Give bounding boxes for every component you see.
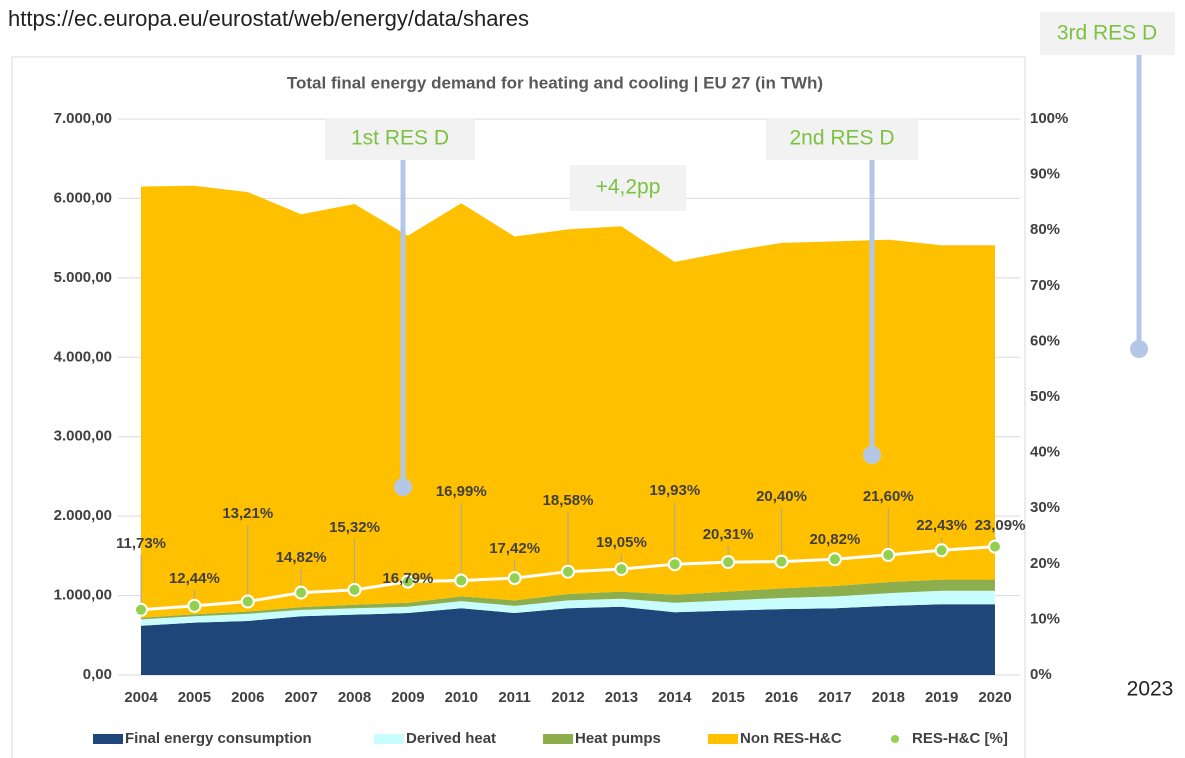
point <box>454 573 469 588</box>
data-label: 20,31% <box>703 526 754 543</box>
data-label: 17,42% <box>489 540 540 557</box>
legend-label: Heat pumps <box>575 730 661 747</box>
x-tick-label: 2017 <box>818 689 851 706</box>
x-tick-label: 2020 <box>978 689 1011 706</box>
annotation-box <box>325 118 475 160</box>
area <box>141 604 995 675</box>
data-label: 20,40% <box>756 488 807 505</box>
x-tick-label: 2012 <box>551 689 584 706</box>
data-label: 16,79% <box>382 570 433 587</box>
annotation: 2nd RES D <box>789 127 894 150</box>
annotation: 1st RES D <box>351 127 449 150</box>
point <box>134 602 148 617</box>
annotation-box <box>570 165 686 211</box>
point <box>667 557 682 572</box>
y2-tick-label: 90% <box>1030 166 1060 183</box>
point <box>881 547 896 562</box>
y2-tick-label: 40% <box>1030 444 1060 461</box>
legend-swatch <box>543 734 573 744</box>
point <box>721 555 736 570</box>
point <box>774 554 789 569</box>
point <box>614 562 629 577</box>
x-tick-label: 2004 <box>124 689 158 706</box>
pointer-dot <box>394 478 412 496</box>
data-label: 12,44% <box>169 570 220 587</box>
x-tick-label: 2013 <box>605 689 638 706</box>
data-label: 19,05% <box>596 534 647 551</box>
legend-swatch <box>93 734 123 744</box>
legend-label: Non RES-H&C <box>740 730 842 747</box>
point <box>400 574 415 589</box>
annotation: 3rd RES D <box>1057 22 1157 45</box>
data-label: 16,99% <box>436 483 487 500</box>
plot: 0,00 1.000,00 2.000,00 3.000,00 4.000,00 5.00… <box>54 110 1069 747</box>
point <box>561 564 575 579</box>
x-tick-label: 2019 <box>925 689 958 706</box>
x-tick-label: 2009 <box>391 689 424 706</box>
x-tick-label: 2015 <box>711 689 744 706</box>
data-label: 11,73% <box>116 535 166 552</box>
x-tick-label: 2005 <box>178 689 211 706</box>
y-tick-label: 4.000,00 <box>54 348 112 365</box>
point <box>934 543 949 558</box>
y2-tick-label: 50% <box>1030 388 1060 405</box>
x-tick-label: 2007 <box>284 689 317 706</box>
legend-swatch <box>708 734 738 744</box>
point <box>507 571 522 586</box>
x-tick-label: 2010 <box>445 689 478 706</box>
data-label: 14,82% <box>276 549 327 566</box>
data-label: 13,21% <box>222 505 273 522</box>
annotation-box <box>1040 12 1175 55</box>
x-tick-label: 2008 <box>338 689 371 706</box>
legend-label: Derived heat <box>406 730 496 747</box>
area <box>141 579 995 620</box>
y-tick-label: 7.000,00 <box>54 110 112 127</box>
y2-tick-label: 100% <box>1030 110 1068 127</box>
point <box>240 594 255 609</box>
x-tick-label: 2014 <box>658 689 692 706</box>
annotation: +4,2pp <box>596 176 661 199</box>
y2-tick-label: 10% <box>1030 610 1060 627</box>
legend-swatch <box>891 735 899 743</box>
x-tick-label: 2006 <box>231 689 264 706</box>
point <box>827 552 842 567</box>
point <box>294 585 309 600</box>
legend-label: Final energy consumption <box>125 730 312 747</box>
y-tick-label: 5.000,00 <box>54 269 112 286</box>
area <box>141 590 995 626</box>
x-tick-label: 2018 <box>872 689 905 706</box>
data-label: 19,93% <box>649 482 700 499</box>
y-tick-label: 3.000,00 <box>54 428 112 445</box>
legend-label: RES-H&C [%] <box>912 730 1008 747</box>
data-label: 23,09% <box>975 517 1026 534</box>
data-label: 20,82% <box>809 531 860 548</box>
point <box>988 539 1002 554</box>
pointer-dot <box>863 446 881 464</box>
x-tick-label: 2016 <box>765 689 798 706</box>
x-tick-label: 2011 <box>498 689 531 706</box>
y2-tick-label: 20% <box>1030 555 1060 572</box>
y-tick-label: 0,00 <box>83 666 112 683</box>
data-label: 18,58% <box>543 492 594 509</box>
y2-tick-label: 70% <box>1030 277 1060 294</box>
data-label: 22,43% <box>916 517 967 534</box>
data-label: 15,32% <box>329 519 380 536</box>
legend-swatch <box>374 734 404 744</box>
y-tick-label: 2.000,00 <box>54 507 112 524</box>
source-url: https://ec.europa.eu/eurostat/web/energy… <box>8 6 529 31</box>
y-tick-label: 1.000,00 <box>54 587 112 604</box>
point <box>187 598 202 613</box>
data-label: 21,60% <box>863 488 914 505</box>
y2-tick-label: 60% <box>1030 332 1060 349</box>
y2-tick-label: 80% <box>1030 221 1060 238</box>
y2-tick-label: 30% <box>1030 499 1060 516</box>
y2-tick-label: 0% <box>1030 666 1052 683</box>
point <box>347 582 362 597</box>
annotation-box <box>766 118 918 160</box>
chart-title: Total final energy demand for heating an… <box>287 73 823 92</box>
annotation: 2023 <box>1127 678 1174 701</box>
y-tick-label: 6.000,00 <box>54 189 112 206</box>
pointer-dot <box>1130 340 1148 358</box>
